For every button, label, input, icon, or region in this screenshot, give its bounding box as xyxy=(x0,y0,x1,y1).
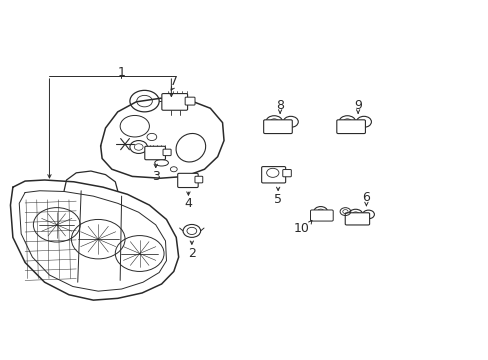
FancyBboxPatch shape xyxy=(177,173,198,188)
FancyBboxPatch shape xyxy=(282,170,291,177)
Text: 2: 2 xyxy=(187,247,195,260)
Text: 8: 8 xyxy=(276,99,284,112)
Text: 9: 9 xyxy=(353,99,361,112)
FancyBboxPatch shape xyxy=(261,167,285,183)
Text: 5: 5 xyxy=(274,193,282,206)
FancyBboxPatch shape xyxy=(185,97,195,105)
Text: 4: 4 xyxy=(184,197,192,210)
Text: 10: 10 xyxy=(293,221,309,235)
Text: 7: 7 xyxy=(169,75,178,88)
FancyBboxPatch shape xyxy=(195,176,203,183)
FancyBboxPatch shape xyxy=(162,94,187,110)
FancyBboxPatch shape xyxy=(144,146,165,160)
FancyBboxPatch shape xyxy=(163,149,171,156)
FancyBboxPatch shape xyxy=(345,213,369,225)
Text: 3: 3 xyxy=(151,170,160,183)
FancyBboxPatch shape xyxy=(263,120,292,134)
Text: 1: 1 xyxy=(117,66,125,79)
FancyBboxPatch shape xyxy=(310,210,332,221)
FancyBboxPatch shape xyxy=(336,120,365,134)
Text: 6: 6 xyxy=(362,192,369,204)
